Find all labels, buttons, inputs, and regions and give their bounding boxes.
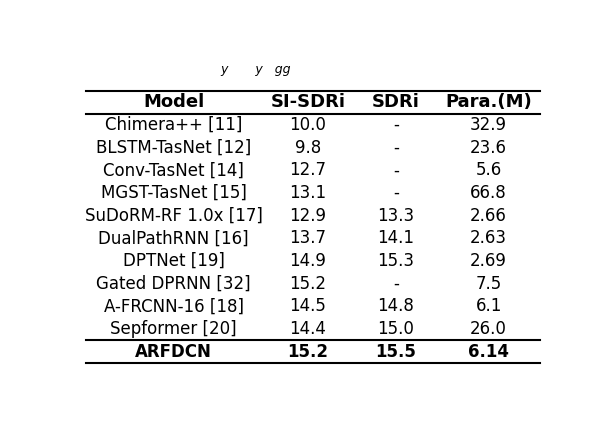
Text: 26.0: 26.0 xyxy=(470,320,507,338)
Text: SuDoRM-RF 1.0x [17]: SuDoRM-RF 1.0x [17] xyxy=(85,207,263,225)
Text: 7.5: 7.5 xyxy=(475,275,502,293)
Text: 9.8: 9.8 xyxy=(295,139,321,157)
Text: -: - xyxy=(393,116,399,134)
Text: 14.9: 14.9 xyxy=(290,252,326,270)
Text: 6.1: 6.1 xyxy=(475,297,502,315)
Text: SI-SDRi: SI-SDRi xyxy=(270,93,345,111)
Text: BLSTM-TasNet [12]: BLSTM-TasNet [12] xyxy=(96,139,251,157)
Text: 13.7: 13.7 xyxy=(290,229,326,247)
Text: Model: Model xyxy=(143,93,204,111)
Text: A-FRCNN-16 [18]: A-FRCNN-16 [18] xyxy=(104,297,243,315)
Text: 15.3: 15.3 xyxy=(378,252,414,270)
Text: 14.4: 14.4 xyxy=(290,320,326,338)
Text: 15.0: 15.0 xyxy=(378,320,414,338)
Text: Chimera++ [11]: Chimera++ [11] xyxy=(105,116,242,134)
Text: 15.2: 15.2 xyxy=(287,343,329,361)
Text: y       y   gg: y y gg xyxy=(221,63,291,76)
Text: 2.69: 2.69 xyxy=(470,252,507,270)
Text: 6.14: 6.14 xyxy=(468,343,509,361)
Text: 14.1: 14.1 xyxy=(378,229,414,247)
Text: 14.8: 14.8 xyxy=(378,297,414,315)
Text: 13.3: 13.3 xyxy=(378,207,415,225)
Text: 2.63: 2.63 xyxy=(470,229,507,247)
Text: -: - xyxy=(393,161,399,179)
Text: 32.9: 32.9 xyxy=(470,116,507,134)
Text: 15.2: 15.2 xyxy=(290,275,326,293)
Text: 15.5: 15.5 xyxy=(376,343,417,361)
Text: DualPathRNN [16]: DualPathRNN [16] xyxy=(98,229,249,247)
Text: -: - xyxy=(393,139,399,157)
Text: 12.7: 12.7 xyxy=(290,161,326,179)
Text: -: - xyxy=(393,184,399,202)
Text: ARFDCN: ARFDCN xyxy=(135,343,212,361)
Text: MGST-TasNet [15]: MGST-TasNet [15] xyxy=(101,184,246,202)
Text: SDRi: SDRi xyxy=(372,93,420,111)
Text: 23.6: 23.6 xyxy=(470,139,507,157)
Text: Sepformer [20]: Sepformer [20] xyxy=(110,320,237,338)
Text: DPTNet [19]: DPTNet [19] xyxy=(123,252,224,270)
Text: 14.5: 14.5 xyxy=(290,297,326,315)
Text: Para.(M): Para.(M) xyxy=(445,93,532,111)
Text: 5.6: 5.6 xyxy=(475,161,502,179)
Text: Gated DPRNN [32]: Gated DPRNN [32] xyxy=(96,275,251,293)
Text: 12.9: 12.9 xyxy=(290,207,326,225)
Text: 66.8: 66.8 xyxy=(470,184,507,202)
Text: 2.66: 2.66 xyxy=(470,207,507,225)
Text: 13.1: 13.1 xyxy=(289,184,326,202)
Text: -: - xyxy=(393,275,399,293)
Text: 10.0: 10.0 xyxy=(290,116,326,134)
Text: Conv-TasNet [14]: Conv-TasNet [14] xyxy=(103,161,244,179)
